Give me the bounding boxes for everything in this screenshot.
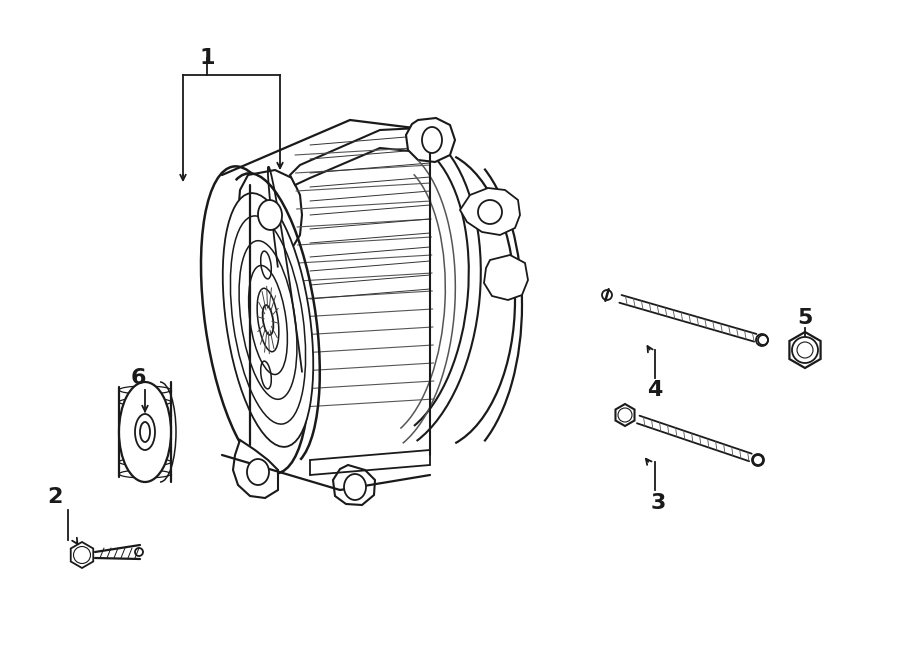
Circle shape (792, 337, 818, 363)
Polygon shape (333, 465, 375, 505)
Text: 3: 3 (651, 493, 666, 513)
Text: 6: 6 (130, 368, 146, 388)
Polygon shape (233, 440, 278, 498)
Ellipse shape (344, 474, 366, 500)
Text: 5: 5 (797, 308, 813, 328)
Ellipse shape (135, 414, 155, 450)
Polygon shape (789, 332, 821, 368)
Ellipse shape (140, 422, 150, 442)
Ellipse shape (247, 459, 269, 485)
Polygon shape (290, 128, 440, 185)
Polygon shape (460, 188, 520, 235)
Ellipse shape (201, 167, 309, 474)
Polygon shape (238, 170, 302, 252)
Text: 2: 2 (48, 487, 63, 507)
Ellipse shape (258, 200, 282, 230)
Ellipse shape (478, 200, 502, 224)
Ellipse shape (422, 127, 442, 153)
Polygon shape (484, 255, 528, 300)
Ellipse shape (223, 193, 313, 447)
Polygon shape (71, 542, 94, 568)
Ellipse shape (119, 382, 171, 482)
Polygon shape (616, 404, 634, 426)
Text: 4: 4 (647, 380, 662, 400)
Polygon shape (406, 118, 455, 162)
Text: 1: 1 (199, 48, 215, 68)
